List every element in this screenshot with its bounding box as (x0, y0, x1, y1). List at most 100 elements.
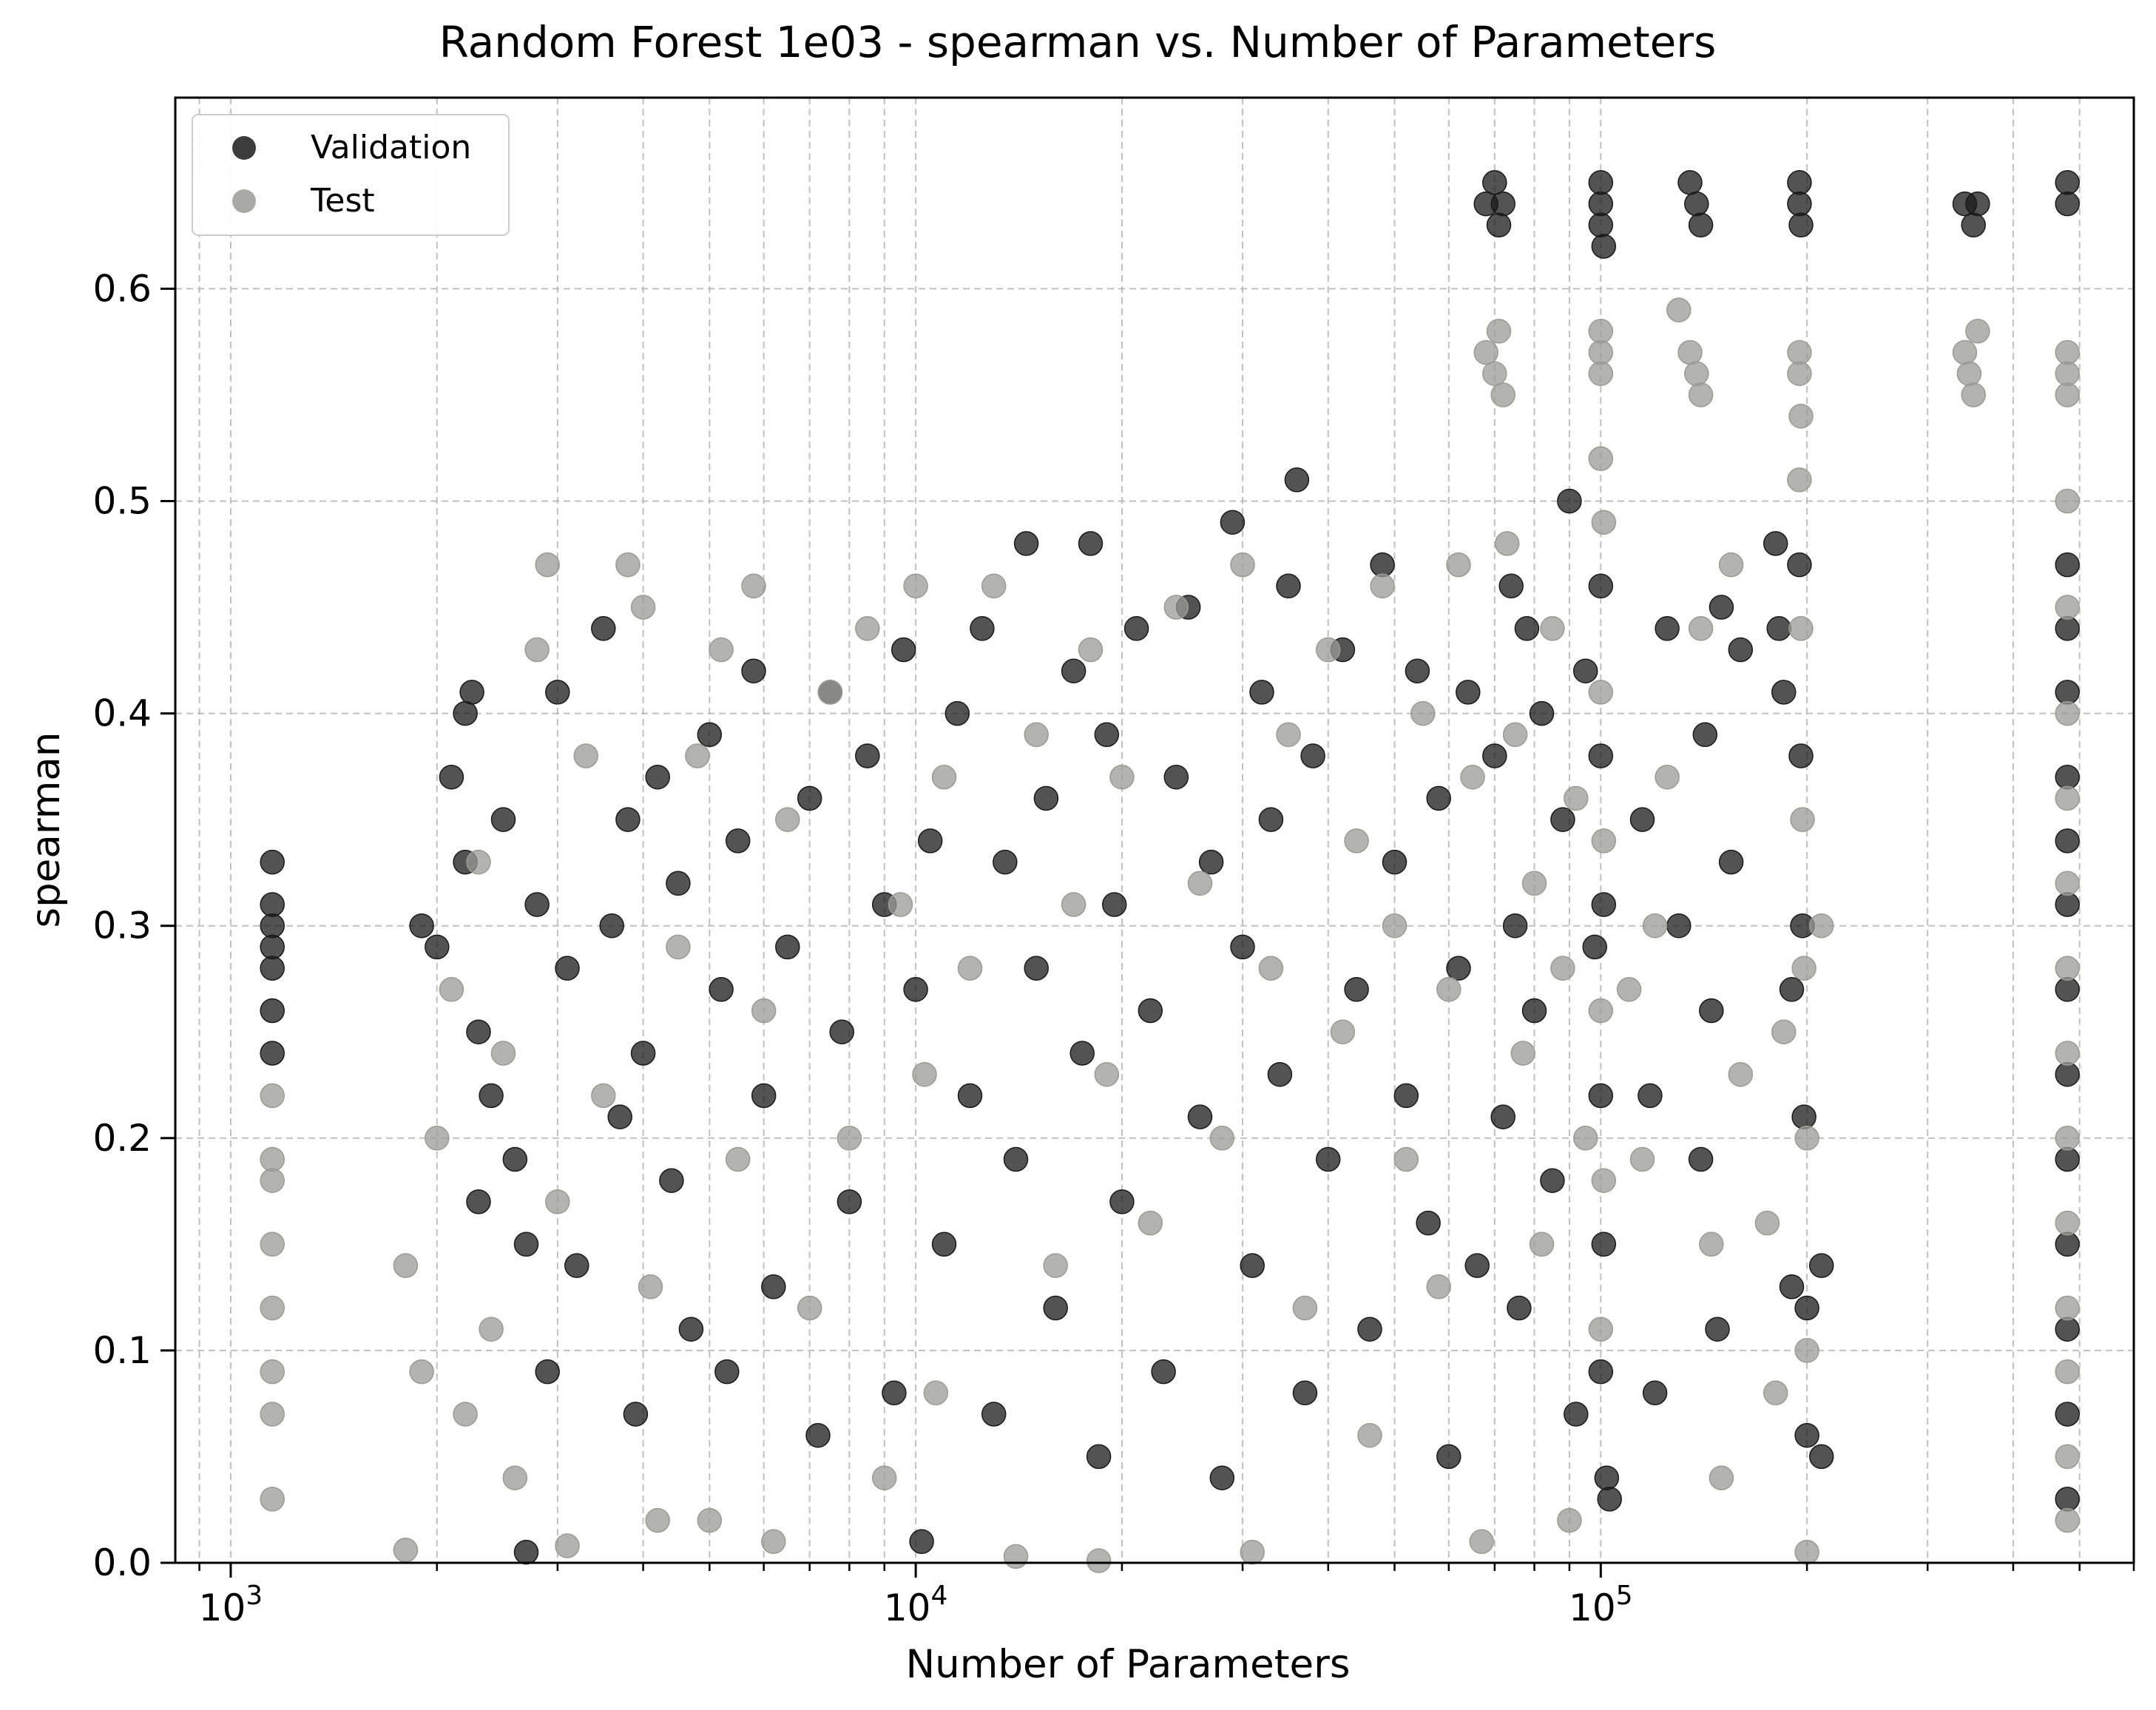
validation-point (1498, 573, 1524, 599)
validation-point (797, 785, 822, 811)
y-tick-label: 0.5 (92, 479, 152, 522)
test-point (260, 1231, 285, 1257)
validation-point (2055, 1317, 2080, 1342)
test-point (1788, 616, 1814, 641)
test-point (260, 1487, 285, 1512)
test-point (1684, 361, 1709, 386)
validation-point (564, 1253, 589, 1278)
validation-point (1230, 934, 1255, 960)
test-point (1315, 637, 1341, 663)
validation-point (1629, 807, 1655, 832)
test-point (871, 1465, 897, 1490)
x-axis-ticks: 103 104 105 (198, 1563, 2135, 1629)
validation-point (903, 977, 928, 1002)
test-point (1588, 339, 1614, 365)
validation-point (1276, 573, 1301, 599)
validation-point (502, 1146, 528, 1172)
test-point (260, 1083, 285, 1109)
validation-point (1069, 1041, 1095, 1066)
validation-point (709, 977, 734, 1002)
test-point (1787, 467, 1812, 493)
validation-point (1529, 700, 1555, 726)
validation-point (1642, 1380, 1668, 1406)
legend-box (192, 114, 510, 236)
test-point (1209, 1126, 1235, 1151)
test-point (1588, 361, 1614, 386)
test-point (409, 1359, 434, 1385)
test-point (425, 1126, 450, 1151)
validation-point (1486, 212, 1512, 238)
validation-point (1779, 1274, 1805, 1300)
legend-label-validation: Validation (311, 129, 471, 166)
validation-point (1588, 1359, 1614, 1385)
test-point (2055, 1359, 2080, 1385)
validation-point (1684, 191, 1709, 217)
validation-point (1709, 595, 1734, 620)
validation-point (1357, 1317, 1382, 1342)
validation-point (1788, 743, 1814, 768)
validation-point (1588, 212, 1614, 238)
test-point (912, 1061, 937, 1087)
test-point (1718, 552, 1744, 578)
validation-point (1502, 913, 1528, 939)
validation-point (623, 1402, 649, 1427)
legend: Validation Test (192, 114, 510, 236)
test-point (1410, 700, 1436, 726)
validation-point (2055, 1061, 2080, 1087)
test-point (1952, 339, 1978, 365)
test-point (1357, 1422, 1382, 1448)
test-point (1787, 339, 1812, 365)
test-point (555, 1533, 580, 1558)
validation-point (1024, 956, 1049, 981)
test-point (2055, 1507, 2080, 1533)
test-point (957, 956, 983, 981)
y-tick-label: 0.0 (92, 1541, 152, 1584)
validation-point (2055, 680, 2080, 705)
validation-point (1588, 573, 1614, 599)
validation-point (1794, 1422, 1819, 1448)
test-point (1043, 1253, 1068, 1278)
test-point (751, 998, 777, 1024)
validation-point (1123, 616, 1149, 641)
test-point (638, 1274, 663, 1300)
test-point (1794, 1539, 1819, 1565)
validation-point (837, 1189, 862, 1214)
test-point (1808, 913, 1834, 939)
test-point (1240, 1539, 1265, 1565)
test-point (591, 1083, 616, 1109)
test-point (1502, 722, 1528, 748)
validation-point (1344, 977, 1369, 1002)
validation-point (615, 807, 641, 832)
validation-point (1688, 212, 1714, 238)
test-point (2055, 1444, 2080, 1470)
test-point (1788, 403, 1814, 429)
series-test (260, 297, 2080, 1573)
validation-point (555, 956, 580, 981)
y-tick-label: 0.6 (92, 267, 152, 310)
validation-point (751, 1083, 777, 1109)
y-axis-label: spearman (24, 732, 69, 928)
x-tick-label: 105 (1569, 1581, 1633, 1629)
validation-point (260, 998, 285, 1024)
validation-point (1688, 1146, 1714, 1172)
test-point (1790, 807, 1815, 832)
test-point (393, 1538, 419, 1563)
test-point (855, 616, 880, 641)
test-point (1393, 1146, 1419, 1172)
test-point (697, 1507, 723, 1533)
test-point (1521, 871, 1547, 896)
legend-marker-test (232, 189, 256, 213)
validation-point (1550, 807, 1575, 832)
test-point (2055, 871, 2080, 896)
validation-point (1446, 956, 1471, 981)
y-tick-label: 0.4 (92, 692, 152, 735)
validation-point (1138, 998, 1163, 1024)
validation-point (1240, 1253, 1265, 1278)
test-point (1588, 998, 1614, 1024)
data-points (260, 170, 2080, 1573)
test-point (439, 977, 464, 1002)
validation-point (425, 934, 450, 960)
validation-point (1808, 1444, 1834, 1470)
validation-point (993, 849, 1018, 875)
validation-point (545, 680, 570, 705)
